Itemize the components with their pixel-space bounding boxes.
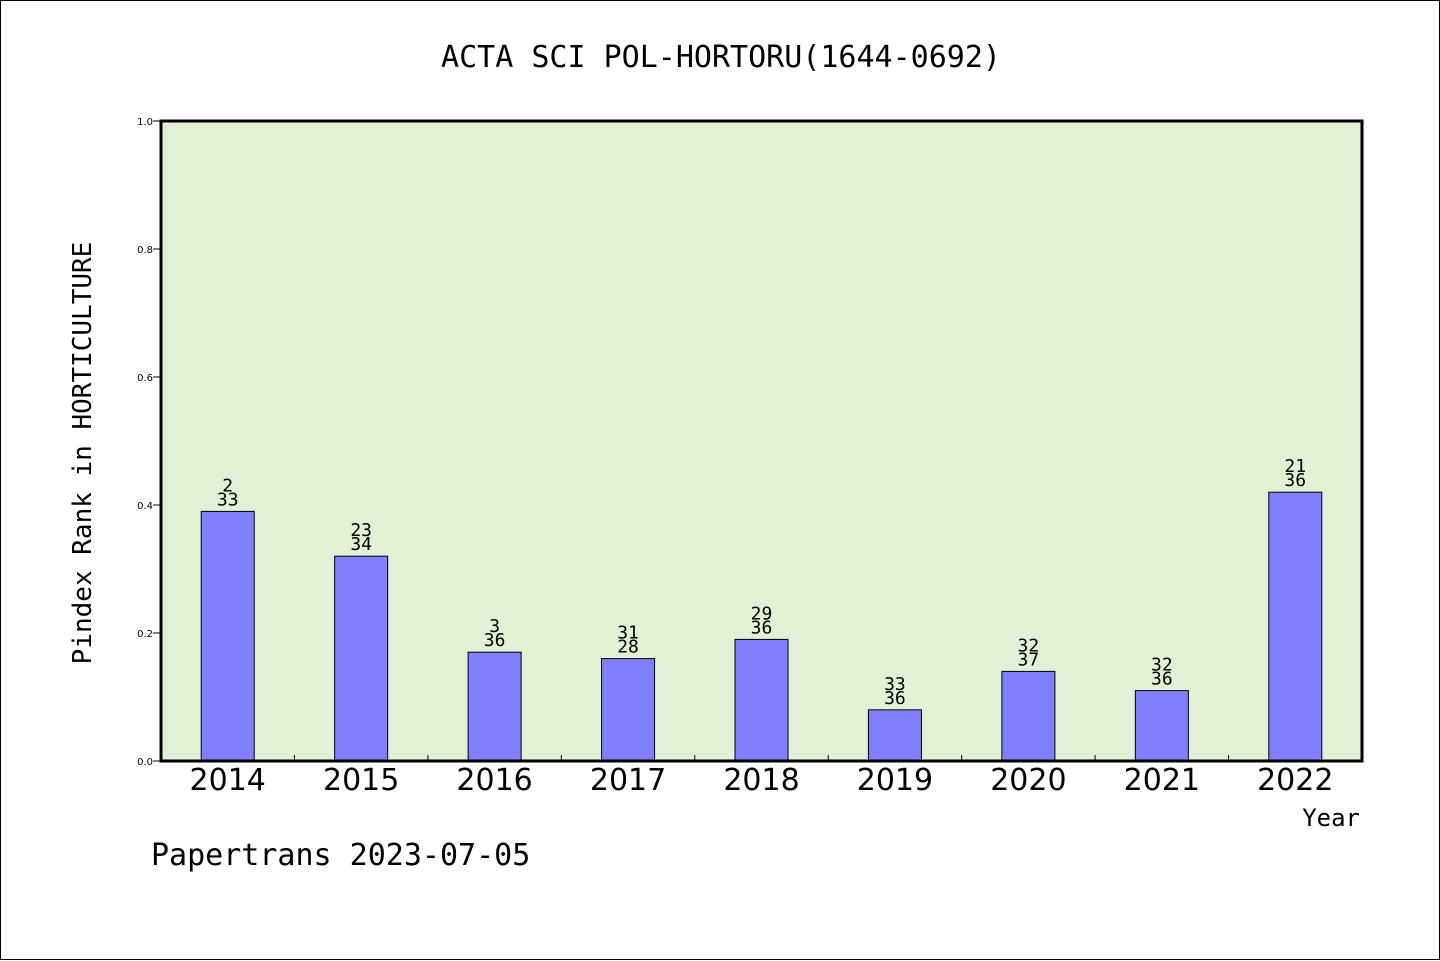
bar <box>1268 491 1323 762</box>
bar-total-label: 36 <box>751 617 773 638</box>
footer-text: Papertrans 2023-07-05 <box>151 838 530 873</box>
bar <box>334 555 389 762</box>
bar-total-label: 37 <box>1018 649 1040 670</box>
bar-total-label: 36 <box>1284 470 1306 491</box>
bar-rank-label: 32 <box>1151 655 1173 676</box>
y-tick-label: 0.4 <box>137 501 153 512</box>
bar <box>200 510 255 762</box>
bar <box>867 709 922 762</box>
x-tick-label: 2014 <box>190 763 266 798</box>
x-tick-label: 2016 <box>456 763 532 798</box>
bar <box>467 651 522 762</box>
x-tick-label: 2020 <box>990 763 1066 798</box>
bar-rank-label: 3 <box>489 616 500 637</box>
bar-total-label: 36 <box>1151 669 1173 690</box>
bar-rank-label: 23 <box>350 520 372 541</box>
x-tick-label: 2015 <box>323 763 399 798</box>
chart-title: ACTA SCI POL-HORTORU(1644-0692) <box>441 40 1001 75</box>
bar-total-label: 36 <box>884 688 906 709</box>
x-tick-label: 2021 <box>1124 763 1200 798</box>
bar-rank-label: 32 <box>1018 635 1040 656</box>
bar-rank-label: 2 <box>222 475 233 496</box>
bar <box>601 658 656 762</box>
x-axis: 2014 2015 2016 2017 2018 2019 2020 2021 2022 <box>190 755 1333 798</box>
bar-total-label: 36 <box>484 630 506 651</box>
bar-rank-label: 33 <box>884 674 906 695</box>
bar <box>734 638 789 762</box>
y-tick-label: 0.2 <box>137 629 153 640</box>
x-tick-label: 2019 <box>857 763 933 798</box>
bar <box>1001 670 1056 762</box>
bars-group <box>200 491 1323 762</box>
bar-total-label: 34 <box>350 534 372 555</box>
x-tick-label: 2022 <box>1257 763 1333 798</box>
bar-rank-label: 29 <box>751 603 773 624</box>
y-axis-label: Pindex Rank in HORTICULTURE <box>68 242 98 665</box>
y-axis: 0.0 0.2 0.4 0.6 0.8 1.0 <box>137 117 161 768</box>
bar-rank-label: 31 <box>617 623 639 644</box>
y-tick-label: 0.8 <box>137 245 153 256</box>
x-tick-label: 2018 <box>723 763 799 798</box>
y-tick-label: 1.0 <box>137 117 153 128</box>
x-tick-label: 2017 <box>590 763 666 798</box>
bar-rank-label: 21 <box>1284 456 1306 477</box>
bar <box>1134 690 1189 762</box>
bar-total-label: 28 <box>617 637 639 658</box>
plot-border <box>159 119 1364 763</box>
bar-total-label: 33 <box>217 489 239 510</box>
x-axis-label: Year <box>1302 804 1360 832</box>
y-tick-label: 0.6 <box>137 373 153 384</box>
y-tick-label: 0.0 <box>137 757 153 768</box>
